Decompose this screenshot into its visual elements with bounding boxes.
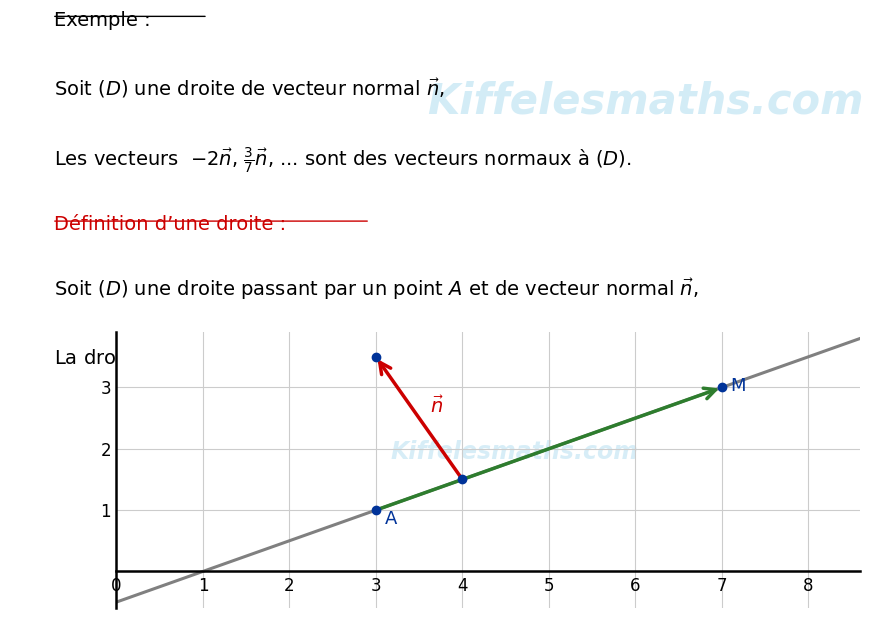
Text: M: M	[730, 377, 746, 394]
Text: Kiffelesmaths.com: Kiffelesmaths.com	[426, 81, 864, 123]
Text: La droite $(D)$ est l'ensemble de points $M(x;y)$ tel que $\overrightarrow{AM}.\: La droite $(D)$ est l'ensemble de points…	[54, 338, 668, 371]
Text: Kiffelesmaths.com: Kiffelesmaths.com	[391, 440, 638, 464]
Text: Soit $(D)$ une droite de vecteur normal $\vec{n}$,: Soit $(D)$ une droite de vecteur normal …	[54, 76, 444, 100]
Text: Exemple :: Exemple :	[54, 11, 151, 30]
Text: Définition d’une droite :: Définition d’une droite :	[54, 214, 286, 234]
Text: $\vec{n}$: $\vec{n}$	[429, 396, 444, 417]
Text: A: A	[384, 510, 397, 527]
Text: Les vecteurs  $-2\vec{n}$, $\frac{3}{7}\vec{n}$, ... sont des vecteurs normaux à: Les vecteurs $-2\vec{n}$, $\frac{3}{7}\v…	[54, 145, 632, 176]
Text: Soit $(D)$ une droite passant par un point $A$ et de vecteur normal $\vec{n}$,: Soit $(D)$ une droite passant par un poi…	[54, 277, 698, 302]
